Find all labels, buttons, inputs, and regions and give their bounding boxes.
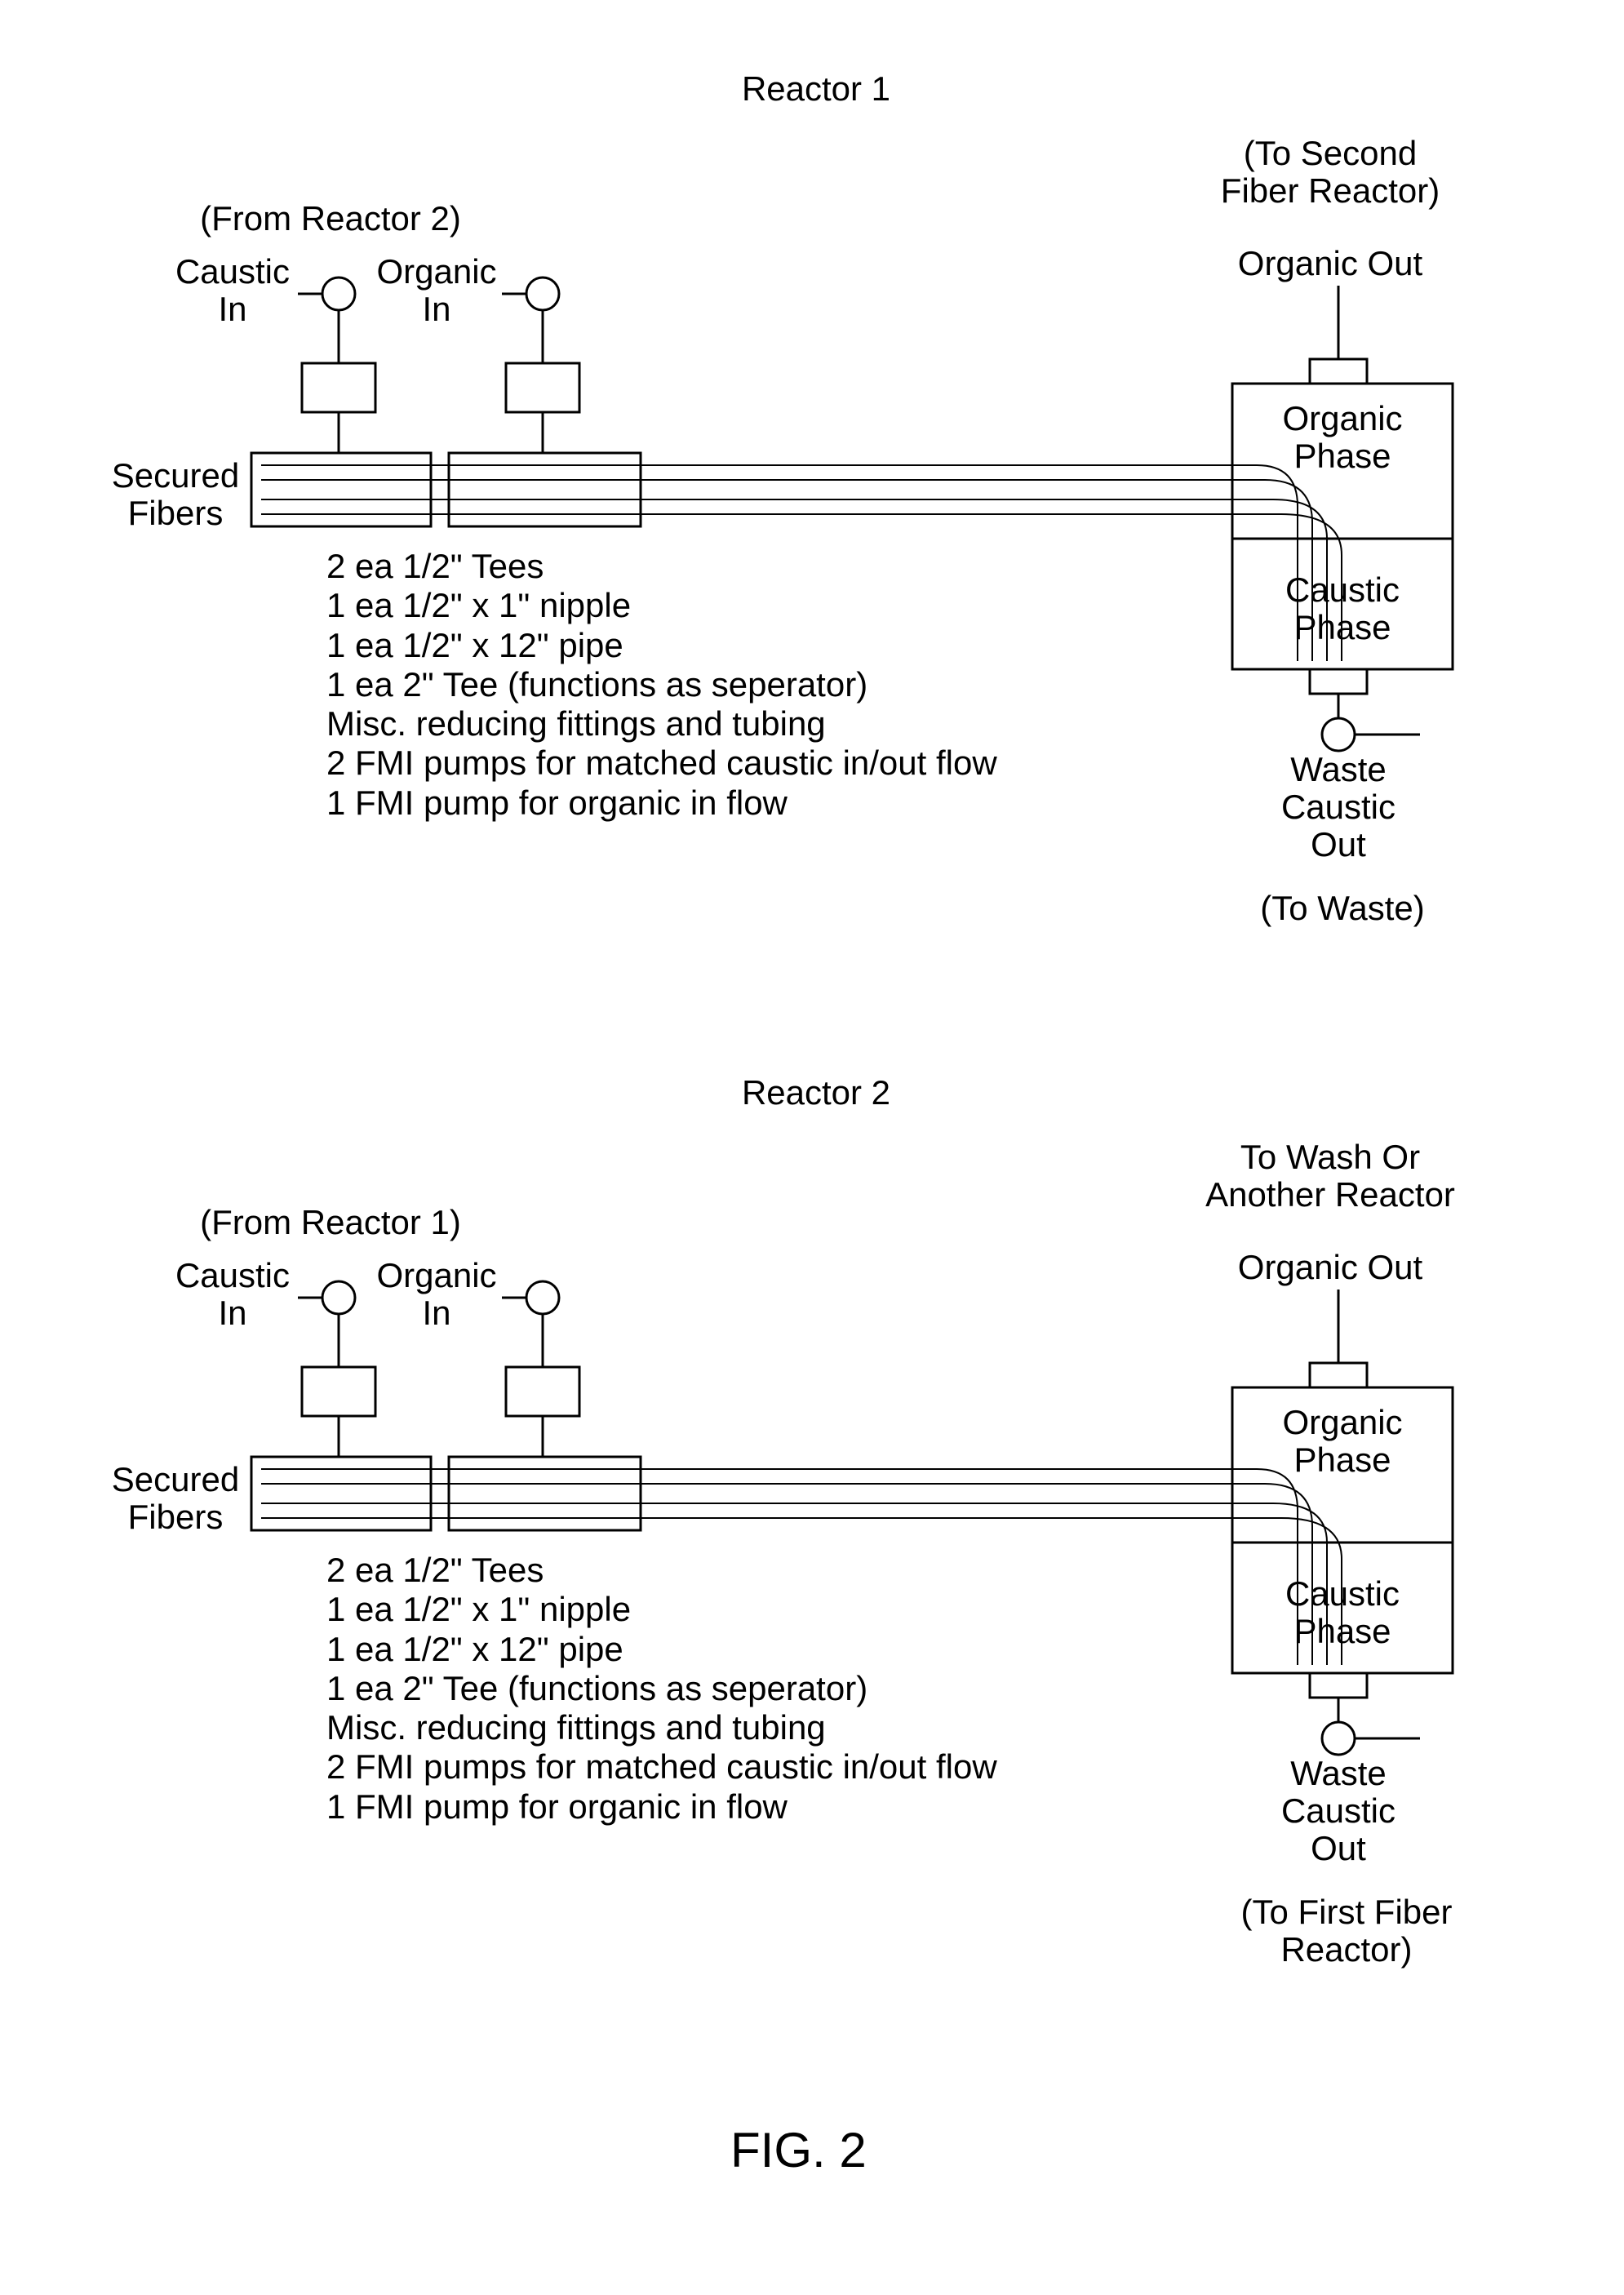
reactor2-drawing (0, 1004, 1624, 1983)
figure-label: FIG. 2 (730, 2122, 867, 2178)
reactor1-drawing (0, 0, 1624, 979)
